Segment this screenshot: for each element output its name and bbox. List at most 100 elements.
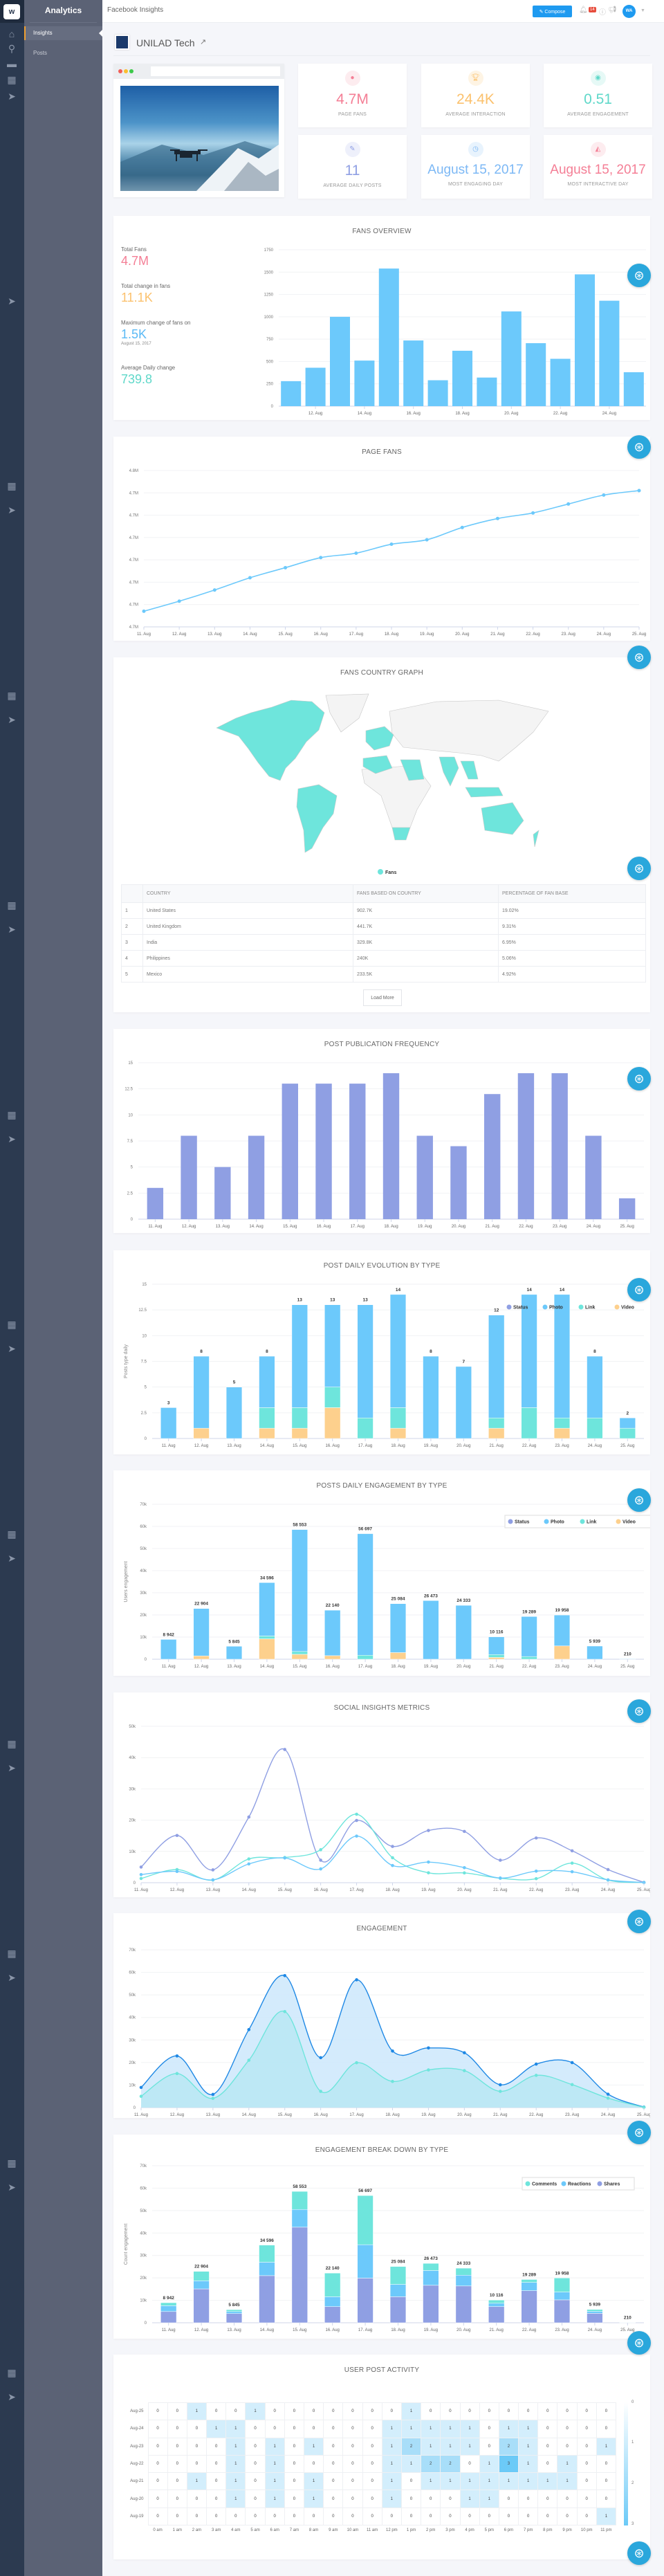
heatmap-cell[interactable]: 0 xyxy=(342,2490,363,2508)
bar-segment-shares[interactable] xyxy=(291,2227,308,2323)
send-icon[interactable]: ➤ xyxy=(8,2182,16,2193)
heatmap-cell[interactable]: 0 xyxy=(479,2507,499,2526)
page-name[interactable]: UNILAD Tech xyxy=(136,37,195,48)
heatmap-cell[interactable]: 1 xyxy=(400,2454,422,2474)
heatmap-cell[interactable]: 0 xyxy=(576,2437,597,2456)
data-point[interactable] xyxy=(498,2083,502,2087)
heatmap-cell[interactable]: 1 xyxy=(264,2472,285,2491)
bar[interactable] xyxy=(574,274,596,406)
heatmap-cell[interactable]: 1 xyxy=(381,2420,402,2438)
data-point[interactable] xyxy=(354,551,358,555)
heatmap-cell[interactable]: 0 xyxy=(596,2490,617,2508)
bar-segment-photo[interactable] xyxy=(291,1304,308,1408)
data-point[interactable] xyxy=(534,2074,538,2077)
bar-segment-comments[interactable] xyxy=(587,2309,603,2312)
heatmap-cell[interactable]: 1 xyxy=(225,2472,246,2491)
legend-item[interactable]: Video xyxy=(621,1306,634,1310)
heatmap-cell[interactable]: 1 xyxy=(518,2437,539,2456)
legend-item[interactable]: Shares xyxy=(604,2182,620,2187)
bar-segment-reactions[interactable] xyxy=(553,2292,571,2301)
bar-segment-shares[interactable] xyxy=(193,2288,210,2323)
send-icon[interactable]: ➤ xyxy=(8,1762,16,1773)
heatmap-cell[interactable]: 0 xyxy=(342,2437,363,2456)
heatmap-cell[interactable]: 0 xyxy=(400,2507,422,2526)
heatmap-cell[interactable]: 0 xyxy=(459,2454,480,2474)
heatmap-cell[interactable]: 0 xyxy=(245,2472,266,2491)
heatmap-cell[interactable]: 0 xyxy=(342,2420,363,2438)
bar-segment-shares[interactable] xyxy=(324,2306,341,2323)
bar-segment-shares[interactable] xyxy=(357,2278,374,2323)
data-point[interactable] xyxy=(247,1862,251,1866)
map-region-indonesia-philippines[interactable] xyxy=(465,787,504,798)
megaphone-icon[interactable]: 📢︎ xyxy=(608,6,617,14)
heatmap-cell[interactable]: 0 xyxy=(284,2420,305,2438)
heatmap-cell[interactable]: 0 xyxy=(576,2490,597,2508)
legend-item[interactable]: Status xyxy=(515,1520,530,1525)
heatmap-cell[interactable]: 0 xyxy=(537,2420,558,2438)
heatmap-cell[interactable]: 1 xyxy=(400,2420,422,2438)
data-point[interactable] xyxy=(283,1856,287,1860)
heatmap-cell[interactable]: 0 xyxy=(459,2402,480,2421)
heatmap-cell[interactable]: 1 xyxy=(596,2507,617,2526)
info-icon[interactable]: ⓘ xyxy=(599,9,606,17)
legend-item[interactable]: Photo xyxy=(551,1520,564,1525)
heatmap-cell[interactable]: 0 xyxy=(362,2437,382,2456)
bar-segment-reactions[interactable] xyxy=(488,2303,505,2307)
data-point[interactable] xyxy=(570,2083,574,2087)
help-lifebuoy-button[interactable]: ⊛ xyxy=(627,1067,651,1090)
legend-item[interactable]: Photo xyxy=(549,1306,563,1310)
data-point[interactable] xyxy=(606,1878,610,1882)
bar-segment-photo[interactable] xyxy=(553,1614,571,1647)
data-point[interactable] xyxy=(642,1881,646,1885)
data-point[interactable] xyxy=(570,1861,574,1865)
bar-segment-link[interactable] xyxy=(521,1656,537,1660)
heatmap-cell[interactable]: 0 xyxy=(206,2490,227,2508)
bar-segment-reactions[interactable] xyxy=(160,2305,177,2312)
data-point[interactable] xyxy=(534,2062,538,2066)
heatmap-cell[interactable]: 0 xyxy=(147,2402,168,2421)
bar[interactable] xyxy=(315,1084,332,1219)
calendar-icon[interactable]: ▦ xyxy=(7,1319,17,1330)
data-point[interactable] xyxy=(284,565,288,569)
heatmap-cell[interactable]: 1 xyxy=(225,2420,246,2438)
bar-segment-link[interactable] xyxy=(259,1636,275,1639)
heatmap-cell[interactable]: 0 xyxy=(284,2507,305,2526)
bar-segment-photo[interactable] xyxy=(259,1582,275,1636)
heatmap-cell[interactable]: 1 xyxy=(245,2402,266,2421)
bar-segment-photo[interactable] xyxy=(423,1600,439,1660)
bar-segment-photo[interactable] xyxy=(423,1355,439,1439)
heatmap-cell[interactable]: 0 xyxy=(284,2437,305,2456)
data-point[interactable] xyxy=(139,1876,143,1881)
bar[interactable] xyxy=(416,1135,433,1219)
send-icon[interactable]: ➤ xyxy=(8,2391,16,2402)
bar-segment-video[interactable] xyxy=(259,1427,275,1439)
bar-segment-photo[interactable] xyxy=(160,1407,177,1439)
data-point[interactable] xyxy=(463,1866,466,1870)
bar-segment-shares[interactable] xyxy=(587,2313,603,2323)
data-point[interactable] xyxy=(463,1871,466,1875)
heatmap-cell[interactable]: 1 xyxy=(459,2490,480,2508)
heatmap-cell[interactable]: 0 xyxy=(167,2420,187,2438)
help-lifebuoy-button[interactable]: ⊛ xyxy=(627,857,651,880)
bar-segment-link[interactable] xyxy=(259,1407,275,1429)
heatmap-cell[interactable]: 0 xyxy=(147,2507,168,2526)
bar-segment-photo[interactable] xyxy=(324,1304,341,1387)
heatmap-cell[interactable]: 0 xyxy=(400,2472,422,2491)
bar-segment-reactions[interactable] xyxy=(423,2270,439,2286)
data-point[interactable] xyxy=(570,1870,574,1874)
data-point[interactable] xyxy=(391,2049,394,2053)
heatmap-cell[interactable]: 0 xyxy=(596,2454,617,2474)
heatmap-cell[interactable]: 1 xyxy=(206,2420,227,2438)
heatmap-cell[interactable]: 0 xyxy=(557,2402,578,2421)
heatmap-cell[interactable]: 2 xyxy=(421,2454,441,2474)
heatmap-cell[interactable]: 0 xyxy=(498,2507,519,2526)
data-point[interactable] xyxy=(139,2085,143,2090)
calendar-icon[interactable]: ▦ xyxy=(7,2157,17,2168)
heatmap-cell[interactable]: 0 xyxy=(576,2454,597,2474)
heatmap-cell[interactable]: 0 xyxy=(206,2437,227,2456)
bar-segment-photo[interactable] xyxy=(521,1616,537,1657)
heatmap-cell[interactable]: 1 xyxy=(518,2472,539,2491)
data-point[interactable] xyxy=(175,2054,179,2058)
heatmap-cell[interactable]: 0 xyxy=(498,2490,519,2508)
calendar-icon[interactable]: ▦ xyxy=(7,2367,17,2378)
